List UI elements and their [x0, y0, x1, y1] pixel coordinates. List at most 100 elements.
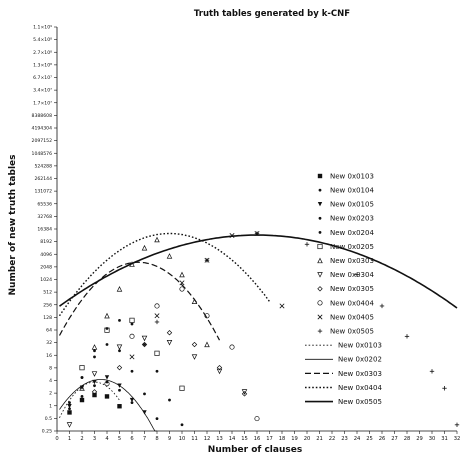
marker-shape — [318, 216, 322, 220]
marker-shape — [79, 397, 85, 403]
marker-shape — [317, 173, 323, 179]
marker-shape — [117, 404, 122, 409]
legend-item: New 0x0303 — [317, 257, 374, 265]
y-tick-label: 1.3×10⁸ — [33, 62, 52, 68]
marker-shape — [216, 368, 223, 375]
y-tick-label: 3.4×10⁷ — [33, 88, 52, 94]
y-tick-label: 4194304 — [32, 126, 53, 132]
marker-shape — [229, 233, 235, 238]
legend-label: New 0x0303 — [330, 257, 374, 265]
legend-item: New 0x0103 — [305, 342, 382, 350]
marker-shape — [118, 388, 121, 392]
marker-shape — [79, 385, 85, 391]
x-tick-label: 0 — [55, 436, 58, 442]
x-tick-label: 6 — [130, 436, 133, 442]
marker-shape — [79, 365, 85, 371]
data-point — [442, 386, 447, 391]
legend-marker — [317, 328, 323, 334]
data-point — [141, 244, 148, 251]
legend-marker — [318, 188, 322, 192]
marker-shape — [118, 349, 121, 353]
x-tick-label: 8 — [155, 436, 158, 442]
marker-shape — [92, 379, 97, 385]
marker-shape — [130, 322, 134, 326]
y-tick-label: 65536 — [37, 201, 52, 207]
marker-shape — [104, 375, 110, 380]
data-point — [91, 344, 98, 350]
y-tick-label: 5.4×10⁸ — [33, 37, 52, 43]
data-point — [154, 313, 160, 319]
data-point — [91, 389, 98, 395]
y-tick-label: 256 — [43, 302, 52, 308]
x-tick-label: 13 — [216, 436, 223, 442]
data-point — [241, 391, 248, 397]
x-tick-label: 12 — [204, 436, 211, 442]
x-tick-label: 30 — [429, 436, 436, 442]
marker-shape — [79, 385, 85, 390]
x-tick-label: 1 — [68, 436, 71, 442]
data-point — [179, 280, 185, 286]
marker-shape — [179, 280, 185, 286]
data-point — [129, 333, 135, 339]
marker-shape — [279, 303, 285, 309]
y-tick-label: 4 — [49, 378, 52, 384]
marker-shape — [166, 330, 173, 336]
x-tick-label: 24 — [354, 436, 361, 442]
marker-shape — [80, 376, 84, 379]
data-point — [191, 341, 198, 348]
data-point — [154, 350, 160, 356]
data-point — [118, 318, 121, 322]
y-tick-label: 8388608 — [32, 113, 53, 119]
y-tick-label: 1048576 — [32, 151, 53, 157]
data-point — [91, 371, 98, 377]
marker-shape — [141, 335, 148, 342]
marker-shape — [241, 389, 248, 395]
data-point — [354, 272, 360, 277]
legend-item: New 0x0202 — [305, 356, 382, 364]
x-tick-label: 27 — [391, 436, 398, 442]
data-point — [168, 398, 171, 402]
marker-shape — [154, 350, 160, 356]
legend-marker — [317, 286, 323, 292]
y-tick-label: 524288 — [34, 163, 52, 169]
y-tick-label: 0.25 — [42, 429, 52, 435]
marker-shape — [143, 392, 146, 396]
curve-new-0x0303 — [58, 261, 221, 341]
legend-item: New 0x0505 — [305, 398, 382, 406]
marker-shape — [105, 327, 109, 330]
y-tick-label: 16384 — [37, 227, 52, 233]
marker-shape — [104, 312, 110, 319]
y-tick-label: 128 — [43, 315, 52, 321]
marker-shape — [143, 343, 146, 346]
data-point — [116, 364, 123, 371]
y-tick-label: 2048 — [40, 264, 52, 270]
data-point — [180, 423, 184, 427]
data-point — [143, 343, 146, 346]
data-point — [155, 369, 159, 373]
data-point — [93, 349, 96, 353]
marker-shape — [191, 298, 198, 304]
data-point — [93, 355, 96, 359]
data-point — [166, 253, 173, 259]
data-point — [92, 379, 97, 385]
marker-shape — [318, 231, 322, 234]
legend-marker — [317, 272, 323, 278]
legend-item: New 0x0505 — [317, 328, 374, 336]
data-point — [67, 410, 72, 415]
legend-item: New 0x0103 — [317, 172, 374, 180]
legend-item: New 0x0303 — [305, 370, 382, 378]
data-point — [104, 394, 110, 399]
x-tick-label: 7 — [143, 436, 146, 442]
marker-shape — [317, 286, 323, 292]
y-tick-label: 1.7×10⁷ — [33, 100, 52, 106]
legend-item: New 0x0105 — [317, 201, 374, 209]
y-tick-label: 1.1×10⁹ — [33, 25, 52, 31]
data-point — [80, 395, 84, 398]
marker-shape — [216, 364, 223, 371]
marker-shape — [68, 407, 71, 411]
data-point — [66, 422, 73, 428]
x-tick-label: 16 — [254, 436, 261, 442]
marker-shape — [104, 381, 110, 387]
marker-shape — [93, 384, 96, 388]
data-point — [117, 404, 122, 409]
